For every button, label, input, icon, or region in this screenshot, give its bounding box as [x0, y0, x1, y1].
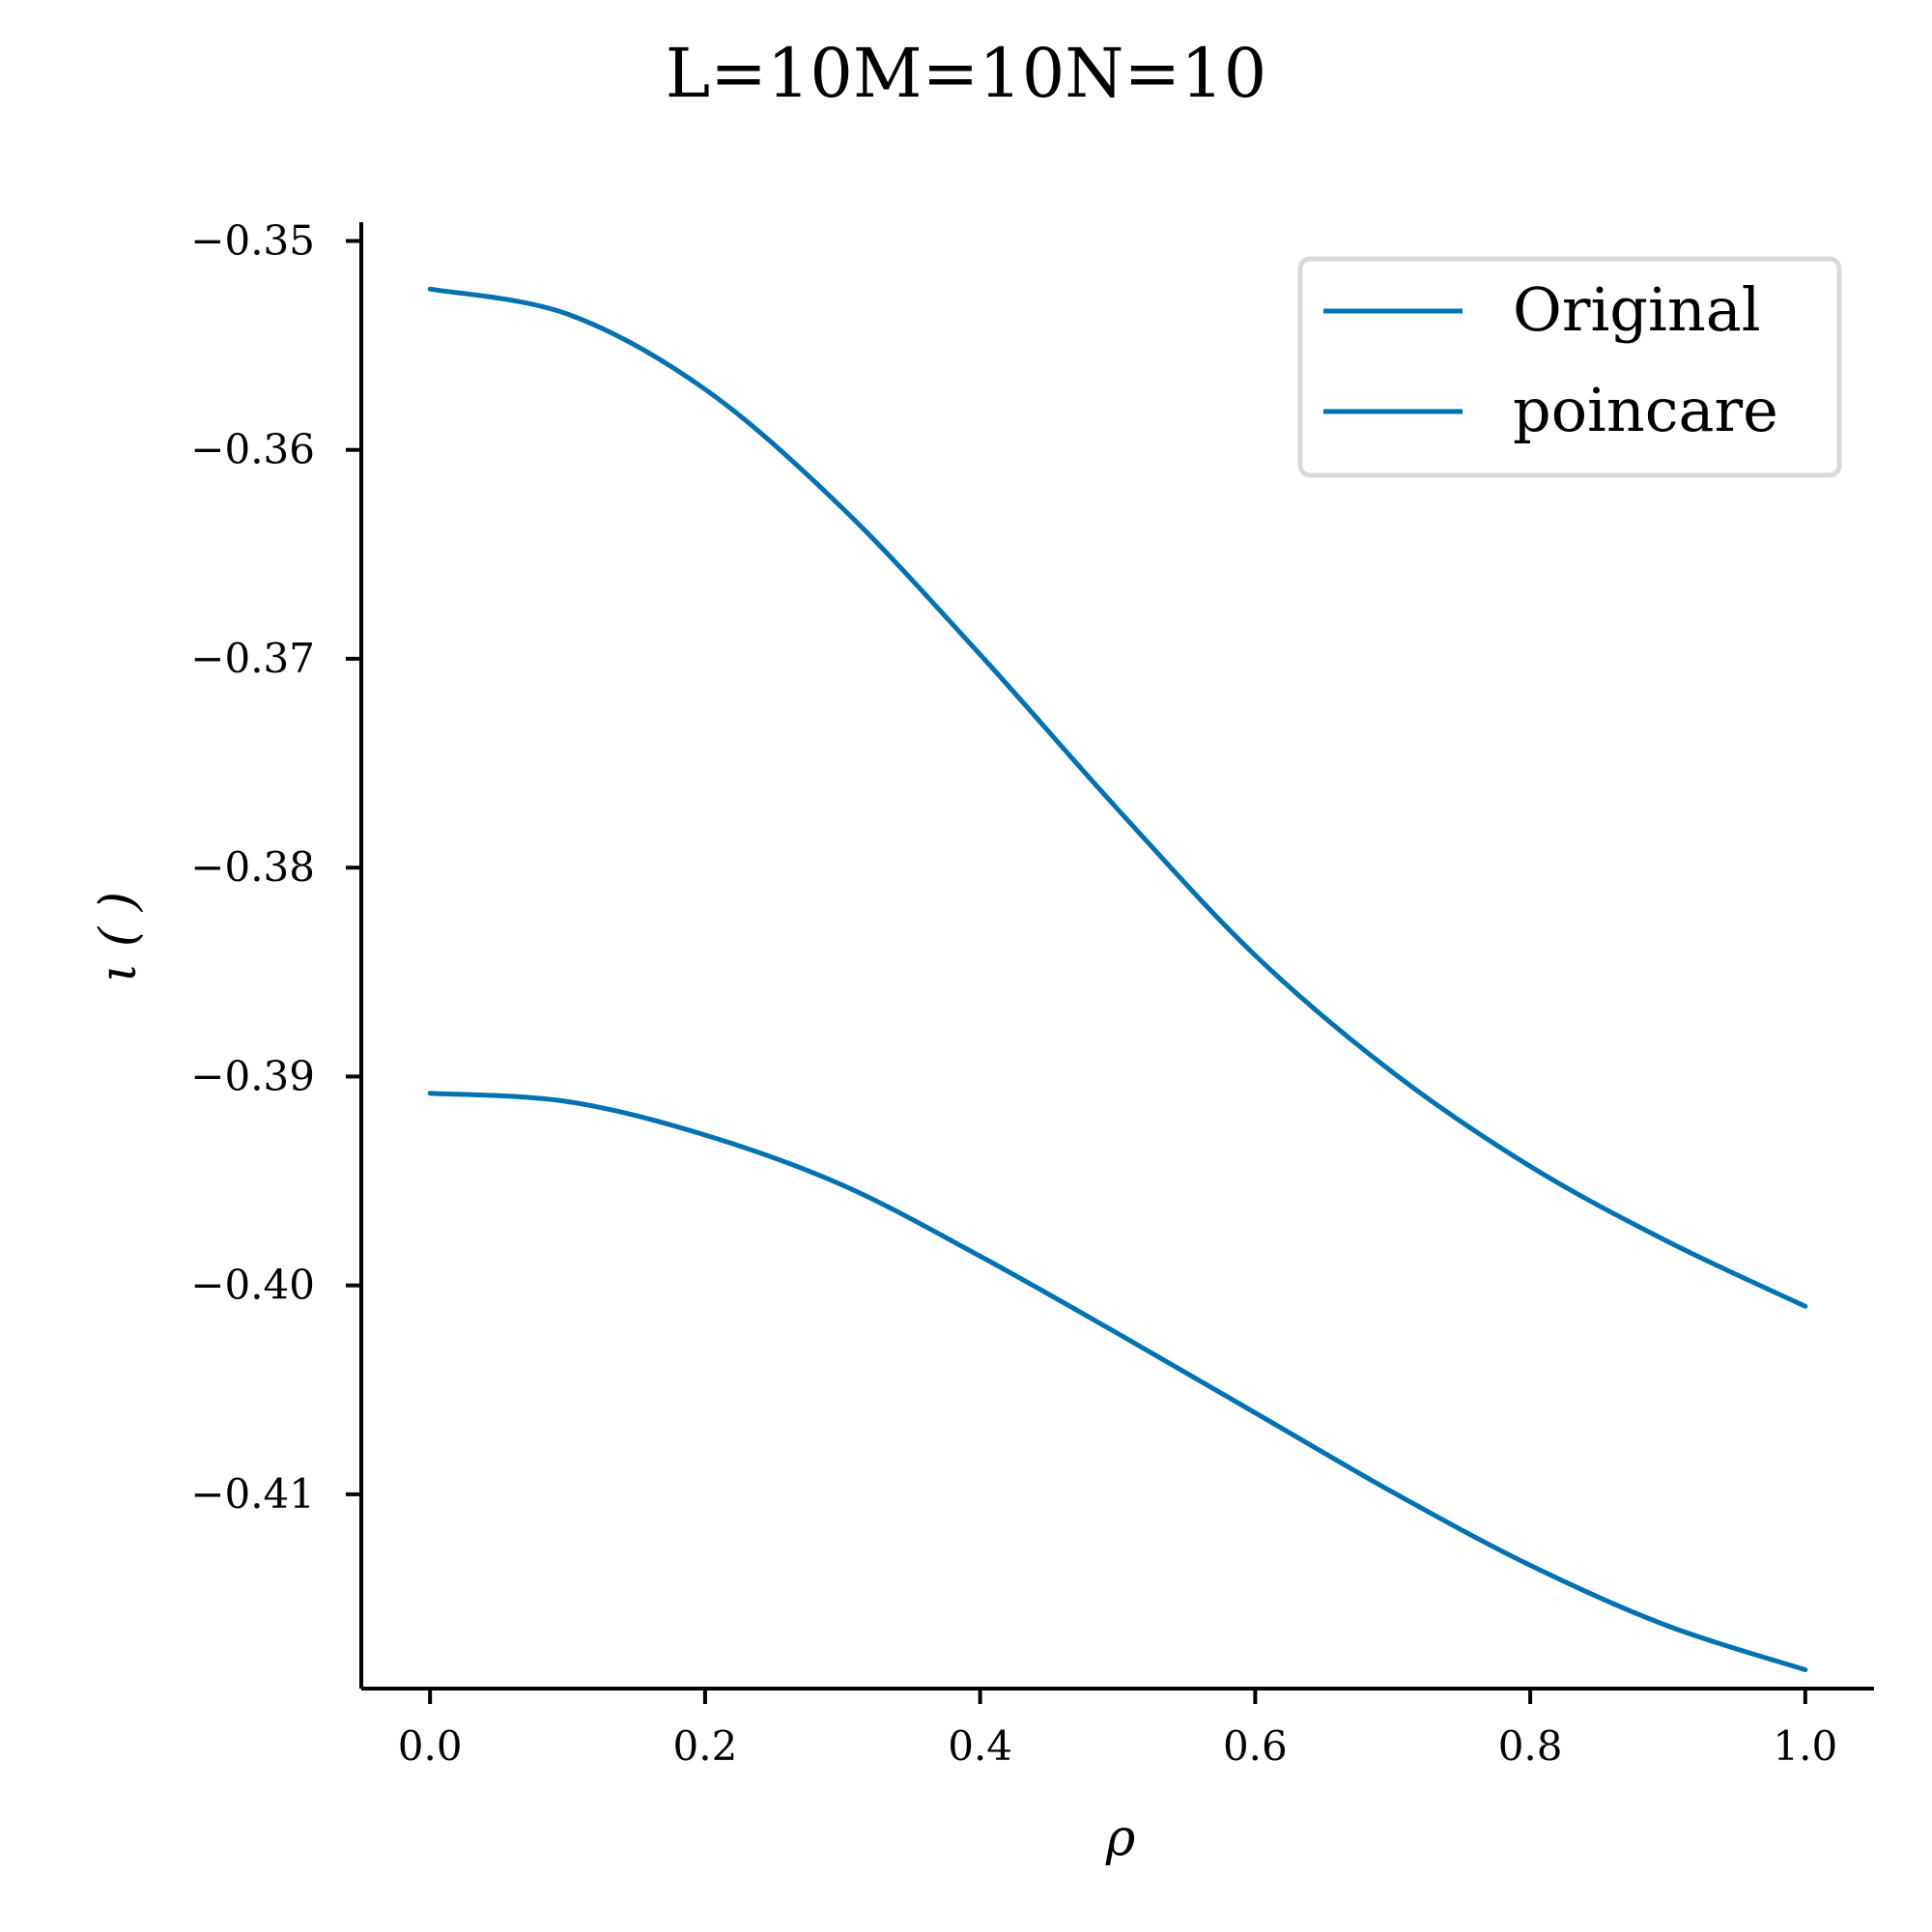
x-tick-label: 0.8: [1498, 1722, 1563, 1770]
y-axis-ticks: −0.35 −0.36 −0.37 −0.38 −0.39 −0.40 −0.41: [190, 216, 361, 1518]
legend-label-original: Original: [1513, 274, 1761, 345]
y-axis-label: ι ( ): [90, 892, 148, 982]
plot-lines: [427, 286, 1808, 1673]
y-tick-label: −0.41: [190, 1470, 315, 1518]
y-tick-label: −0.39: [190, 1052, 315, 1099]
y-tick-label: −0.37: [190, 635, 315, 682]
x-tick-label: 0.6: [1223, 1722, 1288, 1770]
legend: Original poincare: [1297, 256, 1842, 478]
x-tick-label: 0.0: [398, 1722, 463, 1770]
series-line-poincare: [427, 1091, 1808, 1673]
y-tick-label: −0.35: [190, 216, 315, 264]
series-line-original: [427, 286, 1808, 1309]
y-tick-label: −0.38: [190, 843, 315, 891]
x-axis-label: ρ: [1105, 1809, 1136, 1867]
x-tick-label: 0.4: [948, 1722, 1012, 1770]
y-tick-label: −0.40: [190, 1262, 315, 1309]
y-tick-label: −0.36: [190, 426, 315, 473]
x-axis-ticks: 0.0 0.2 0.4 0.6 0.8 1.0: [398, 1689, 1837, 1770]
x-tick-label: 1.0: [1773, 1722, 1837, 1770]
chart-title: L=10M=10N=10: [666, 34, 1267, 113]
x-tick-label: 0.2: [673, 1722, 738, 1770]
legend-label-poincare: poincare: [1513, 375, 1778, 445]
